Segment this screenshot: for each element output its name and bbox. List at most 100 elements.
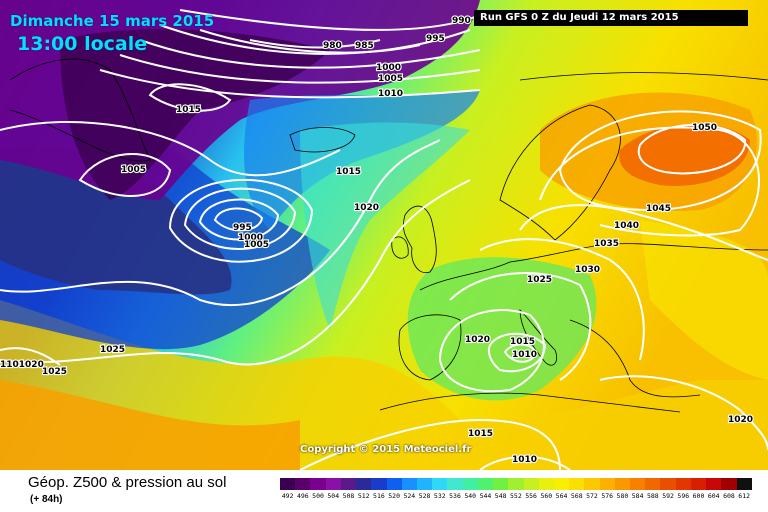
forecast-lead-time: (+ 84h) [30, 494, 63, 505]
isobar-labels: 990 980 985 995 1000 1005 1010 1015 1005… [0, 15, 754, 466]
legend-value: 608 [723, 492, 735, 500]
isobar-995 [159, 24, 471, 55]
legend-swatch [721, 478, 737, 490]
field-yellow-east [640, 220, 768, 380]
legend-value: 588 [646, 492, 659, 500]
isobar-1035 [519, 204, 768, 261]
legend-value: 560 [540, 492, 553, 500]
weather-map: 990 980 985 995 1000 1005 1010 1015 1005… [0, 0, 768, 470]
legend-value: 596 [677, 492, 690, 500]
label-1045: 1045 [646, 204, 671, 214]
legend-swatch [325, 478, 341, 490]
isobar-1015-low [148, 83, 232, 112]
label-1010-med: 1010 [512, 350, 537, 360]
isobar-990 [179, 9, 481, 31]
field-cyan-band [300, 122, 470, 330]
label-1040: 1040 [614, 221, 639, 231]
isobar-1000 [139, 39, 481, 69]
legend-swatch [630, 478, 646, 490]
label-990: 990 [452, 16, 471, 26]
field-red-core [619, 123, 750, 186]
legend-swatch [584, 478, 600, 490]
legend-swatch [690, 478, 707, 490]
isobar-1025-atlantic [0, 179, 471, 366]
coast-ireland [391, 236, 409, 259]
legend-labels: 492 496 500 504 508 512 516 520 524 528 532 536 540 5… [280, 492, 752, 500]
isobar-1010 [99, 69, 481, 99]
legend-swatch [569, 478, 585, 490]
label-1020-atlantic: 1020 [354, 203, 379, 213]
footer: Géop. Z500 & pression au sol (+ 84h) 492… [0, 470, 768, 512]
coast-scandinavia [499, 104, 621, 241]
isobar-1010-med [503, 343, 538, 363]
legend-value: 580 [616, 492, 629, 500]
legend-swatches [280, 478, 752, 490]
legend-value: 564 [555, 492, 568, 500]
legend-swatch [523, 478, 539, 490]
legend-swatch [614, 478, 631, 490]
legend-value: 500 [312, 492, 324, 500]
isobar-1025-europe [449, 272, 592, 381]
label-1030: 1030 [575, 265, 600, 275]
legend-swatch [432, 478, 448, 490]
legend-value: 592 [662, 492, 674, 500]
isobar-1015-west [0, 120, 341, 177]
isobar-1015-med [487, 332, 547, 373]
label-1015-south: 1015 [468, 429, 493, 439]
label-995-low: 995 [233, 223, 252, 233]
legend-value: 496 [296, 492, 309, 500]
legend-value: 552 [510, 492, 522, 500]
isobar-1045 [558, 110, 762, 212]
isobar-1010-ring [168, 178, 314, 263]
legend-value: 492 [281, 492, 294, 500]
legend-swatch [477, 478, 494, 490]
label-1025-west: 1025 [42, 367, 67, 377]
isobar-1020-atlantic [0, 139, 441, 307]
label-980: 980 [323, 41, 342, 51]
legend-swatch [553, 478, 570, 490]
field-deep-purple [60, 29, 330, 201]
legend-swatch [493, 478, 509, 490]
legend-value: 536 [449, 492, 461, 500]
field-navy-core [0, 146, 232, 295]
label-995-north: 995 [426, 34, 445, 44]
legend-swatch [508, 478, 524, 490]
legend-swatch [736, 478, 752, 490]
legend-value: 556 [525, 492, 537, 500]
isobars [0, 9, 768, 470]
coast-iberia [398, 314, 462, 381]
label-1020-east: 1020 [728, 415, 753, 425]
isobar-low-1005 [183, 187, 297, 250]
isobar-1005-north [119, 54, 481, 84]
label-1000-low: 1000 [238, 233, 263, 243]
coast-mainland-europe [419, 243, 768, 291]
legend-value: 568 [570, 492, 583, 500]
label-1050: 1050 [692, 123, 717, 133]
legend-value: 520 [388, 492, 401, 500]
coast-british-isles [403, 205, 437, 274]
field-band-far-south [0, 380, 300, 470]
color-legend: 492 496 500 504 508 512 516 520 524 528 532 536 540 5… [280, 478, 752, 506]
label-1015-med: 1015 [510, 337, 535, 347]
legend-value: 540 [464, 492, 477, 500]
label-1015-low: 1015 [176, 105, 201, 115]
isobar-low-995 [213, 207, 264, 232]
isobar-1020-east [599, 375, 768, 451]
legend-value: 604 [707, 492, 720, 500]
coast-italy [519, 309, 558, 366]
model-run-label: Run GFS 0 Z du Jeudi 12 mars 2015 [474, 10, 748, 26]
isobar-low-1000 [198, 198, 280, 241]
legend-swatch [386, 478, 402, 490]
forecast-date: Dimanche 15 mars 2015 [10, 12, 215, 30]
label-1020-med: 1020 [465, 335, 490, 345]
label-1010-north: 1010 [378, 89, 403, 99]
label-1005-north: 1005 [378, 74, 403, 84]
legend-swatch [447, 478, 463, 490]
legend-value: 576 [601, 492, 614, 500]
isobar-far-west [0, 347, 61, 366]
legend-swatch [371, 478, 387, 490]
legend-value: 504 [327, 492, 340, 500]
legend-value: 524 [403, 492, 416, 500]
label-1025-atlantic: 1025 [100, 345, 125, 355]
coast-balkans [569, 319, 701, 398]
